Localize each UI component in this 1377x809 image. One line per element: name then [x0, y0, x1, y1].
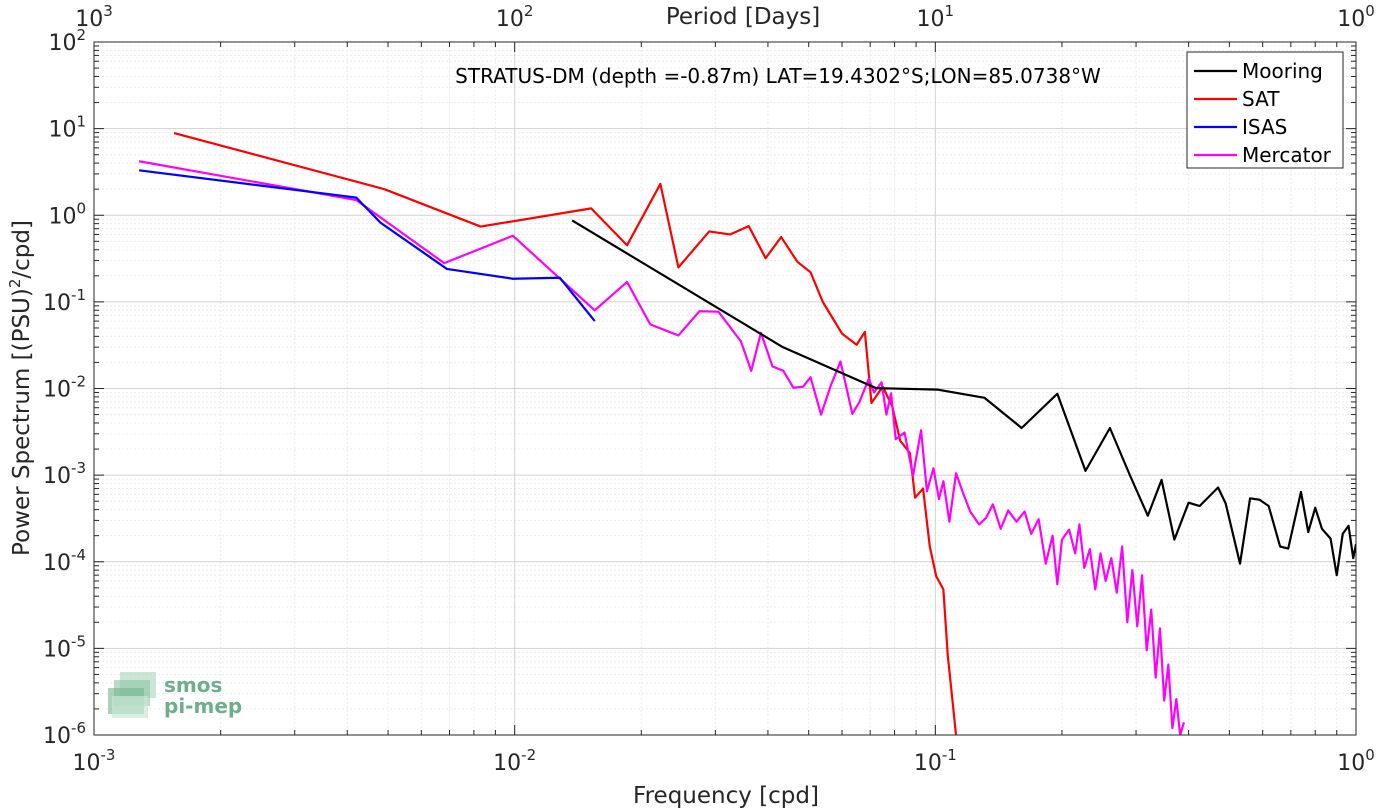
top-tick-label: 102 — [496, 2, 534, 32]
y-axis-label-sup: 2 — [6, 279, 24, 289]
top-tick-label: 100 — [1337, 2, 1375, 32]
smos-pi-mep-logo: smos pi-mep — [108, 672, 242, 718]
y-tick-label: 10-1 — [43, 286, 86, 316]
top-tick-label: 103 — [75, 2, 113, 32]
y-tick-label: 10-5 — [43, 632, 86, 662]
legend-label-isas: ISAS — [1242, 115, 1287, 139]
legend-label-sat: SAT — [1242, 87, 1280, 111]
series-line-mercator — [138, 160, 1186, 735]
x-tick-label: 10-2 — [493, 746, 536, 776]
plot-title: STRATUS-DM (depth =-0.87m) LAT=19.4302°S… — [455, 64, 1101, 88]
y-tick-label: 10-2 — [43, 373, 86, 403]
x-tick-label: 10-3 — [73, 746, 116, 776]
x-tick-label: 10-1 — [914, 746, 957, 776]
minor-gridlines — [94, 42, 1356, 735]
legend-entries: Mooring SAT ISAS Mercator — [1194, 59, 1332, 167]
top-axis-label: Period [Days] — [666, 4, 820, 30]
y-tick-label: 100 — [48, 199, 86, 229]
y-tick-labels: 10-6 10-5 10-4 10-3 10-2 10-1 100 101 102 — [43, 26, 86, 749]
legend-label-mercator: Mercator — [1242, 143, 1332, 167]
y-tick-label: 10-3 — [43, 459, 86, 489]
y-axis-label-prefix: Power Spectrum [(PSU) — [9, 288, 35, 556]
logo-mark-icon — [108, 672, 156, 718]
y-tick-label: 102 — [48, 26, 86, 56]
logo-text-smos: smos — [164, 673, 222, 697]
series-line-isas — [138, 169, 596, 322]
x-axis-label: Frequency [cpd] — [633, 783, 819, 809]
x-tick-label: 100 — [1337, 746, 1375, 776]
logo-text-pimep: pi-mep — [164, 694, 242, 718]
y-axis-label: Power Spectrum [(PSU)2/cpd] — [6, 220, 35, 556]
legend: Mooring SAT ISAS Mercator — [1186, 51, 1344, 169]
top-tick-label: 101 — [917, 2, 955, 32]
series-layer — [138, 131, 1356, 735]
y-tick-label: 101 — [48, 113, 86, 143]
y-tick-label: 10-4 — [43, 546, 86, 576]
y-tick-label: 10-6 — [43, 719, 86, 749]
x-tick-labels: 10-3 10-2 10-1 100 — [73, 746, 1375, 776]
legend-label-mooring: Mooring — [1242, 59, 1323, 83]
series-line-sat — [173, 131, 958, 735]
y-axis-label-suffix: /cpd] — [9, 220, 35, 279]
series-line-mooring — [571, 219, 1356, 577]
top-tick-labels: 103 102 101 100 — [75, 2, 1375, 32]
tick-marks — [93, 42, 1356, 736]
